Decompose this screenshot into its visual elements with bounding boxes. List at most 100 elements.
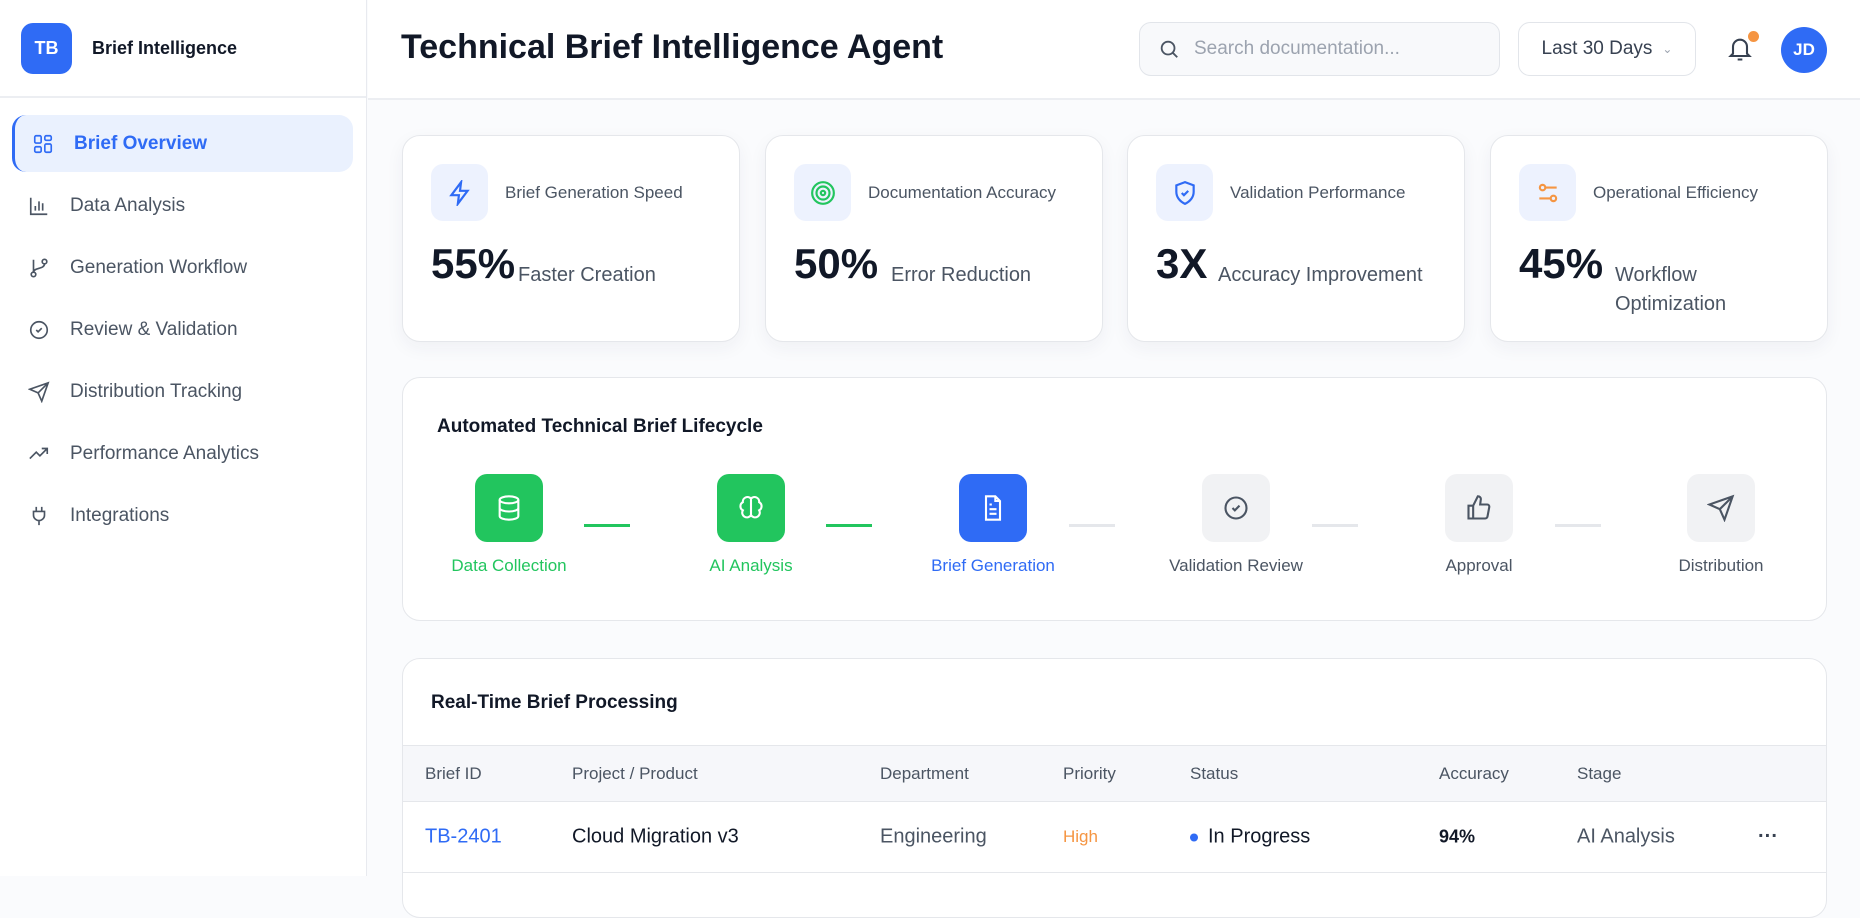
status-cell: In Progress: [1190, 826, 1310, 849]
sidebar-item-brief-overview[interactable]: Brief Overview: [12, 115, 353, 172]
table-header: Brief ID Project / Product Department Pr…: [403, 745, 1826, 802]
step-label: Validation Review: [1169, 556, 1303, 575]
sidebar-item-label: Integrations: [70, 504, 170, 526]
notification-badge: [1748, 31, 1759, 42]
step-data-collection[interactable]: Data Collection: [419, 474, 599, 576]
grid-icon: [33, 134, 53, 153]
more-options-icon[interactable]: ···: [1758, 825, 1778, 848]
metric-sub: Accuracy Improvement: [1218, 264, 1423, 286]
document-icon: [959, 474, 1027, 542]
department-cell: Engineering: [880, 825, 987, 848]
target-icon: [794, 164, 851, 221]
bell-icon[interactable]: [1726, 34, 1754, 64]
column-header[interactable]: Priority: [1063, 763, 1116, 783]
header: Technical Brief Intelligence Agent Searc…: [368, 0, 1860, 100]
sidebar-nav: Brief Overview Data Analysis Generation …: [12, 115, 353, 549]
send-icon: [28, 380, 50, 403]
stage-cell: AI Analysis: [1577, 825, 1675, 848]
column-header[interactable]: Brief ID: [425, 763, 482, 783]
step-label: Data Collection: [451, 556, 567, 575]
avatar[interactable]: JD: [1781, 27, 1827, 73]
date-range-value: Last 30 Days: [1541, 38, 1653, 59]
step-brief-generation[interactable]: Brief Generation: [903, 474, 1083, 576]
step-ai-analysis[interactable]: AI Analysis: [661, 474, 841, 576]
search-input[interactable]: Search documentation...: [1139, 22, 1500, 76]
project-cell: Cloud Migration v3: [572, 825, 739, 848]
lifecycle-title: Automated Technical Brief Lifecycle: [437, 416, 763, 437]
metric-sub: Faster Creation: [518, 264, 656, 286]
metric-value: 3X: [1156, 240, 1208, 287]
sidebar-item-integrations[interactable]: Integrations: [12, 487, 353, 544]
column-header[interactable]: Status: [1190, 763, 1239, 783]
bar-chart-icon: [29, 197, 48, 215]
brand: TB Brief Intelligence: [0, 0, 366, 98]
chevron-down-icon: ⌄: [1662, 42, 1673, 56]
sidebar-item-data-analysis[interactable]: Data Analysis: [12, 177, 353, 234]
connector: [1069, 524, 1115, 527]
shield-check-icon: [1156, 164, 1213, 221]
metric-label: Operational Efficiency: [1593, 183, 1759, 202]
step-label: Brief Generation: [931, 556, 1055, 575]
brief-id-link[interactable]: TB-2401: [425, 825, 502, 848]
sidebar-item-distribution-tracking[interactable]: Distribution Tracking: [12, 363, 353, 420]
accuracy-cell: 94%: [1439, 826, 1476, 847]
lifecycle-panel: Automated Technical Brief Lifecycle Data…: [402, 377, 1827, 621]
column-header[interactable]: Project / Product: [572, 763, 698, 783]
status-text: In Progress: [1208, 825, 1311, 848]
check-circle-icon: [29, 320, 49, 339]
send-icon: [1687, 474, 1755, 542]
check-circle-icon: [1202, 474, 1270, 542]
step-approval[interactable]: Approval: [1389, 474, 1569, 576]
logo: TB: [21, 22, 72, 74]
connector: [584, 524, 630, 527]
sliders-icon: [1519, 164, 1576, 221]
trending-up-icon: [29, 447, 49, 459]
metric-card-accuracy: Documentation Accuracy 50% Error Reducti…: [765, 135, 1103, 342]
sidebar-item-label: Distribution Tracking: [70, 380, 243, 402]
priority-cell: High: [1063, 827, 1098, 846]
metric-card-efficiency: Operational Efficiency 45% Workflow Opti…: [1490, 135, 1828, 342]
metric-label: Validation Performance: [1230, 183, 1406, 202]
metric-value: 50%: [794, 240, 879, 287]
metric-label: Brief Generation Speed: [505, 183, 683, 202]
branch-icon: [30, 257, 48, 278]
connector: [1555, 524, 1601, 527]
metric-value: 45%: [1519, 240, 1604, 287]
sidebar-item-generation-workflow[interactable]: Generation Workflow: [12, 239, 353, 296]
column-header[interactable]: Department: [880, 763, 969, 783]
step-label: Distribution: [1678, 556, 1764, 575]
sidebar-item-label: Performance Analytics: [70, 442, 260, 464]
step-distribution[interactable]: Distribution: [1631, 474, 1811, 576]
column-header[interactable]: Stage: [1577, 763, 1622, 783]
step-validation-review[interactable]: Validation Review: [1146, 474, 1326, 576]
connector: [1312, 524, 1358, 527]
database-icon: [475, 474, 543, 542]
sidebar-item-label: Brief Overview: [74, 132, 208, 154]
status-dot: [1190, 833, 1198, 842]
metric-sub: Workflow Optimization: [1615, 264, 1727, 315]
metric-card-speed: Brief Generation Speed 55% Faster Creati…: [402, 135, 740, 342]
step-label: AI Analysis: [709, 556, 793, 575]
search-icon: [1160, 40, 1178, 58]
thumbs-up-icon: [1445, 474, 1513, 542]
metric-card-validation: Validation Performance 3X Accuracy Impro…: [1127, 135, 1465, 342]
step-label: Approval: [1445, 556, 1513, 575]
table-row[interactable]: TB-2401 Cloud Migration v3 Engineering H…: [403, 802, 1826, 873]
date-range-dropdown[interactable]: Last 30 Days ⌄: [1518, 22, 1696, 76]
metric-label: Documentation Accuracy: [868, 183, 1057, 202]
sidebar-item-review-validation[interactable]: Review & Validation: [12, 301, 353, 358]
sidebar-item-label: Review & Validation: [70, 318, 238, 340]
metric-sub: Error Reduction: [891, 264, 1032, 286]
processing-table-panel: Real-Time Brief Processing Brief ID Proj…: [402, 658, 1827, 918]
table-title: Real-Time Brief Processing: [431, 692, 678, 713]
column-header[interactable]: Accuracy: [1439, 763, 1509, 783]
sidebar-item-label: Generation Workflow: [70, 256, 248, 278]
sidebar: TB Brief Intelligence Brief Overview Dat…: [0, 0, 367, 876]
connector: [826, 524, 872, 527]
sidebar-item-performance-analytics[interactable]: Performance Analytics: [12, 425, 353, 482]
page-title: Technical Brief Intelligence Agent: [401, 28, 944, 66]
brain-icon: [717, 474, 785, 542]
search-placeholder: Search documentation...: [1194, 38, 1400, 59]
metric-value: 55%: [431, 240, 516, 287]
brand-name: Brief Intelligence: [92, 37, 238, 58]
